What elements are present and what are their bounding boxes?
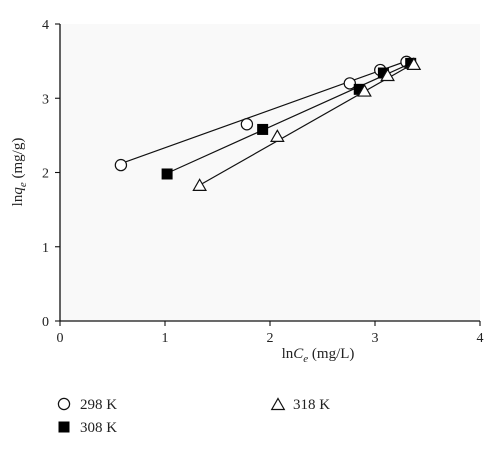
data-point-318k xyxy=(270,129,285,142)
data-point-298k xyxy=(240,118,254,131)
y-axis-label: lnqe (mg/g) xyxy=(10,138,29,207)
legend-item-318k: 318 K xyxy=(270,397,330,413)
data-point-318k xyxy=(192,178,207,191)
y-tick-label: 3 xyxy=(42,92,49,107)
fit-line-298k xyxy=(120,60,407,165)
data-point-318k xyxy=(380,68,395,82)
y-tick-label: 4 xyxy=(42,18,49,33)
x-tick-label: 1 xyxy=(162,331,169,346)
legend-label-308k: 308 K xyxy=(80,420,117,436)
series-318k xyxy=(192,57,422,191)
plot-background xyxy=(60,24,480,321)
open-triangle-marker-icon xyxy=(270,397,286,411)
fit-line-308k xyxy=(166,62,411,174)
x-tick-label: 0 xyxy=(57,331,64,346)
plot-series xyxy=(114,55,422,191)
open-circle-marker-icon xyxy=(57,397,71,411)
filled-square-marker-icon xyxy=(58,421,70,433)
y-tick-label: 0 xyxy=(42,315,49,330)
legend-label-298k: 298 K xyxy=(80,397,117,413)
data-point-318k xyxy=(357,83,372,97)
legend-item-298k: 298 K xyxy=(57,397,117,413)
plot-area xyxy=(60,24,480,321)
data-point-308k xyxy=(377,67,389,79)
ticks: 0 1 2 3 4 0 1 2 3 4 xyxy=(42,18,484,346)
y-tick-label: 1 xyxy=(42,241,49,256)
legend: 298 K 308 K 318 K xyxy=(57,397,330,436)
data-point-298k xyxy=(343,77,356,90)
fit-line-318k xyxy=(199,62,415,186)
legend-label-318k: 318 K xyxy=(293,397,330,413)
x-axis-label: lnCe (mg/L) xyxy=(282,346,355,365)
data-point-318k xyxy=(406,57,422,70)
data-point-308k xyxy=(353,83,365,95)
x-tick-label: 3 xyxy=(372,331,379,346)
legend-item-308k: 308 K xyxy=(58,420,117,436)
x-tick-label: 2 xyxy=(267,331,274,346)
data-point-308k xyxy=(257,123,269,135)
x-tick-label: 4 xyxy=(477,331,484,346)
data-point-308k xyxy=(161,168,173,180)
data-point-298k xyxy=(114,158,128,172)
y-tick-label: 2 xyxy=(42,167,49,182)
